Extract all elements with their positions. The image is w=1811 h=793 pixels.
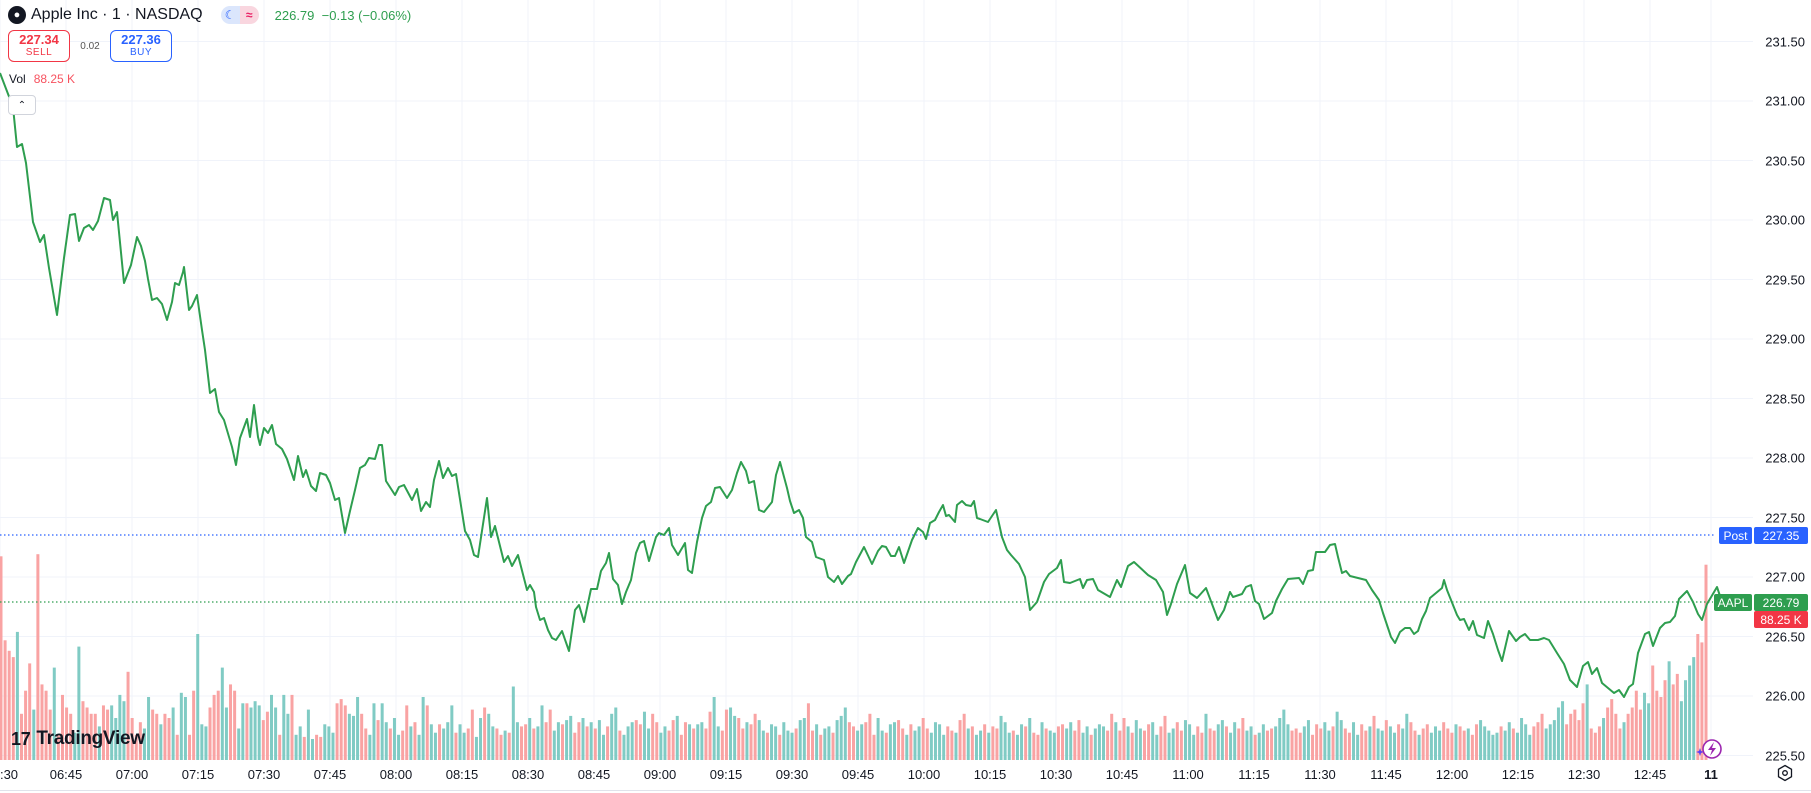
volume-value: 88.25 K bbox=[33, 72, 76, 86]
time-axis-label: 11:45 bbox=[1370, 767, 1402, 782]
time-axis-label: 10:00 bbox=[907, 767, 941, 782]
collapse-legend-button[interactable]: ⌃ bbox=[8, 95, 36, 115]
time-axis-label: 07:30 bbox=[247, 767, 281, 782]
last-price: 226.79 −0.13 (−0.06%) bbox=[274, 7, 412, 23]
volume-legend[interactable]: Vol 88.25 K bbox=[9, 72, 75, 86]
session-indicator[interactable]: ☾ ≈ bbox=[220, 6, 259, 24]
price-axis-label: 230.50 bbox=[1765, 153, 1805, 168]
time-axis-label: 12:00 bbox=[1435, 767, 1469, 782]
chart-legend: ● Apple Inc · 1 · NASDAQ ☾ ≈ 226.79 −0.1… bbox=[8, 4, 411, 26]
time-axis-label: 08:45 bbox=[577, 767, 611, 782]
buy-price: 227.36 bbox=[121, 32, 161, 47]
time-axis-label: 09:00 bbox=[643, 767, 677, 782]
price-change: −0.13 (−0.06%) bbox=[321, 7, 412, 23]
time-axis-label: 12:15 bbox=[1501, 767, 1535, 782]
time-axis-label: 11:00 bbox=[1172, 767, 1204, 782]
time-axis-label: 12:45 bbox=[1633, 767, 1667, 782]
time-axis-label: 11 bbox=[1704, 767, 1718, 782]
price-axis-label: 231.00 bbox=[1765, 93, 1805, 109]
price-axis-label: 230.00 bbox=[1765, 212, 1805, 228]
apple-logo-icon: ● bbox=[8, 6, 26, 24]
time-axis-label: 08:00 bbox=[379, 767, 413, 782]
time-axis-label: 10:15 bbox=[973, 767, 1007, 782]
time-axis-label: 07:15 bbox=[181, 767, 215, 782]
wave-icon: ≈ bbox=[239, 6, 259, 24]
trade-panel: 227.34 SELL 0.02 227.36 BUY bbox=[8, 30, 172, 62]
bottom-divider bbox=[0, 790, 1811, 791]
time-axis-label: 09:45 bbox=[841, 767, 875, 782]
post-label-tag: Post bbox=[1719, 527, 1752, 544]
time-axis-label: 09:15 bbox=[709, 767, 743, 782]
price-axis-label: 229.50 bbox=[1765, 272, 1805, 287]
chevron-up-icon: ⌃ bbox=[17, 99, 27, 111]
volume-tag: 88.25 K bbox=[1754, 611, 1808, 628]
post-price-tag: 227.35 bbox=[1754, 527, 1808, 544]
time-axis-label: 07:45 bbox=[313, 767, 347, 782]
sell-button[interactable]: 227.34 SELL bbox=[8, 30, 70, 62]
time-axis-label: 06:45 bbox=[49, 767, 83, 782]
price-axis-label: 226.00 bbox=[1765, 688, 1805, 704]
lightning-icon[interactable] bbox=[1693, 737, 1723, 761]
symbol-title[interactable]: Apple Inc · 1 · NASDAQ bbox=[31, 6, 203, 23]
time-axis-label: 08:15 bbox=[445, 767, 479, 782]
time-axis-label: 07:00 bbox=[115, 767, 149, 782]
spread-value: 0.02 bbox=[80, 40, 100, 52]
moon-icon: ☾ bbox=[220, 6, 240, 24]
sell-price: 227.34 bbox=[19, 32, 59, 47]
time-axis-label: 11:15 bbox=[1238, 767, 1270, 782]
price-axis-label: 225.50 bbox=[1765, 748, 1805, 763]
symbol-label-tag: AAPL bbox=[1714, 594, 1752, 611]
time-axis-label: 12:30 bbox=[1567, 767, 1601, 782]
symbol-price-tag: 226.79 bbox=[1754, 594, 1808, 611]
price-axis-label: 229.00 bbox=[1765, 331, 1805, 347]
time-axis-label: 08:30 bbox=[511, 767, 545, 782]
tradingview-logo[interactable]: 17 TradingView bbox=[11, 728, 145, 750]
price-axis-label: 228.50 bbox=[1765, 391, 1805, 406]
price-axis-label: 228.00 bbox=[1765, 450, 1805, 466]
time-axis-label: 11:30 bbox=[1304, 767, 1336, 782]
price-axis-label: 227.00 bbox=[1765, 569, 1805, 585]
buy-label: BUY bbox=[129, 47, 153, 58]
time-axis-label: 10:30 bbox=[1039, 767, 1073, 782]
volume-label: Vol bbox=[9, 72, 26, 86]
time-axis-label: :30 bbox=[0, 767, 19, 782]
price-axis-label: 226.50 bbox=[1765, 629, 1805, 644]
time-axis-label: 09:30 bbox=[775, 767, 809, 782]
settings-gear-icon[interactable] bbox=[1776, 764, 1794, 782]
time-axis-label: 10:45 bbox=[1105, 767, 1139, 782]
tradingview-logo-text: TradingView bbox=[36, 728, 145, 749]
tradingview-mark-icon: 17 bbox=[11, 728, 31, 749]
price-axis-label: 231.50 bbox=[1765, 34, 1805, 49]
buy-button[interactable]: 227.36 BUY bbox=[110, 30, 172, 62]
price-axis-label: 227.50 bbox=[1765, 510, 1805, 525]
sell-label: SELL bbox=[25, 47, 53, 58]
